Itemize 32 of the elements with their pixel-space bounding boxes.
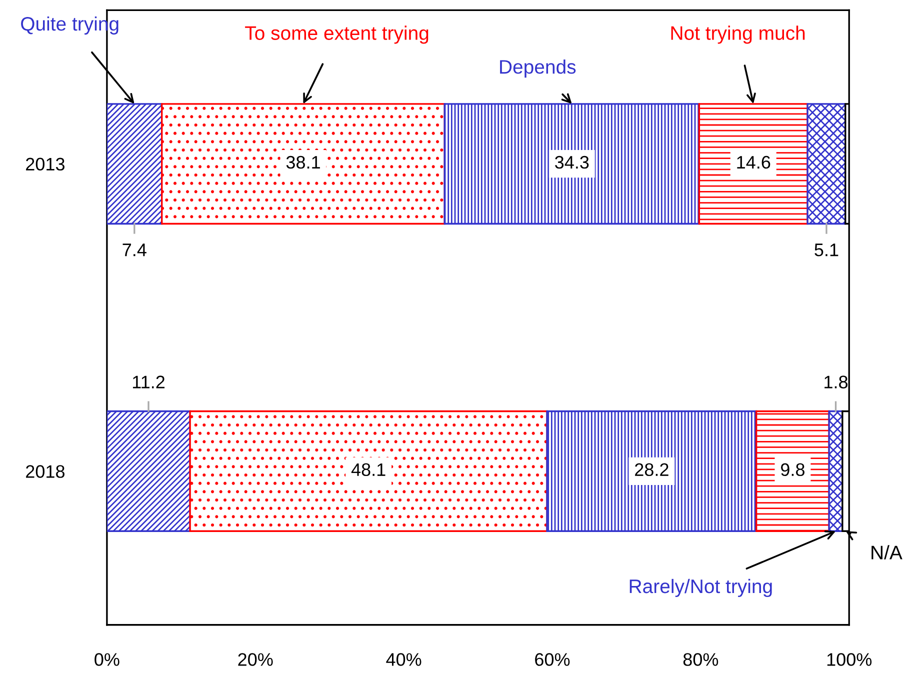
series-label: N/A: [872, 545, 902, 560]
y-tick-label: 2013: [26, 158, 64, 171]
x-tick-label: 20%: [238, 653, 273, 666]
data-label: 34.3: [555, 156, 589, 169]
bar: [806, 103, 846, 225]
x-tick-label: 60%: [535, 653, 570, 666]
data-label: 14.6: [737, 156, 770, 169]
data-label: 28.2: [635, 463, 668, 476]
data-label: 48.1: [351, 463, 386, 476]
x-tick-label: 80%: [683, 653, 718, 666]
x-tick-label: 0%: [94, 653, 120, 666]
x-tick-label: 100%: [827, 653, 872, 666]
bar: [546, 410, 758, 532]
bar: [444, 103, 700, 225]
data-label: 1.8: [824, 376, 848, 388]
data-label: 38.1: [286, 156, 320, 169]
bar: [189, 410, 548, 532]
text: To some extent trying: [245, 26, 428, 44]
bar: [698, 103, 808, 225]
bar: [106, 410, 191, 532]
y-tick-label: 2018: [26, 465, 64, 478]
x-tick-label: 40%: [386, 653, 422, 666]
data-label: 5.1: [814, 244, 838, 256]
text: Not trying much: [671, 26, 805, 44]
series-label: Depends: [500, 59, 576, 78]
bar: [756, 410, 830, 532]
data-label: 11.2: [132, 376, 164, 388]
text: Rarely/Not trying: [630, 578, 772, 598]
bar: [161, 103, 446, 225]
bar: [106, 103, 163, 225]
data-label: 9.8: [781, 463, 804, 476]
data-label: 7.4: [122, 244, 146, 256]
